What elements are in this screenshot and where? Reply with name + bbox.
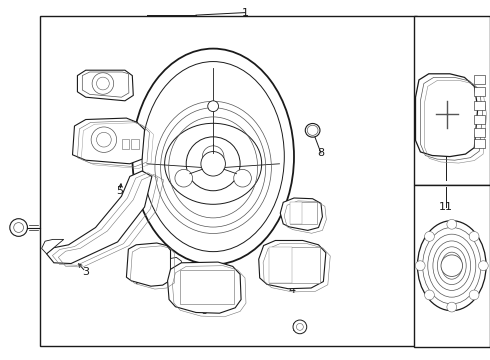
Circle shape [92,73,114,94]
Circle shape [97,132,111,147]
Ellipse shape [142,62,284,252]
Bar [414,185,490,347]
Ellipse shape [307,125,318,135]
Polygon shape [168,262,241,313]
Circle shape [447,219,457,229]
Circle shape [186,137,240,191]
Text: 11: 11 [439,202,453,212]
Bar [474,139,485,148]
Circle shape [469,290,479,300]
Bar [131,139,139,149]
Ellipse shape [417,221,486,311]
Polygon shape [42,239,64,254]
Polygon shape [259,240,326,289]
Circle shape [202,146,224,167]
Circle shape [424,231,434,241]
Circle shape [416,261,425,271]
Circle shape [201,152,225,176]
Ellipse shape [132,49,294,265]
Bar [122,139,129,149]
Text: 7: 7 [133,276,140,286]
Ellipse shape [165,123,262,204]
Bar [269,247,292,283]
Bar [474,87,485,96]
Circle shape [424,290,434,300]
Bar [474,128,485,137]
Circle shape [296,323,303,330]
Polygon shape [82,72,129,97]
Bar [269,247,320,283]
Polygon shape [73,118,145,164]
Ellipse shape [305,123,320,137]
Text: 12: 12 [292,323,306,333]
Circle shape [293,320,307,334]
Text: 3: 3 [82,267,89,277]
Text: 8: 8 [318,148,324,158]
Circle shape [441,255,463,276]
Bar [474,101,485,110]
Polygon shape [416,74,478,157]
Text: 2: 2 [10,225,17,235]
Circle shape [91,127,117,152]
Circle shape [234,170,251,187]
Circle shape [478,261,488,271]
Text: 9: 9 [310,213,317,223]
Circle shape [97,77,109,90]
Polygon shape [171,257,182,274]
Circle shape [10,219,27,236]
Text: 4: 4 [288,285,295,295]
Bar [474,75,485,84]
Polygon shape [280,198,322,230]
Ellipse shape [208,101,219,112]
Circle shape [447,302,457,312]
Bar [414,16,490,185]
Text: 1: 1 [242,8,248,18]
Polygon shape [126,243,171,286]
Bar [180,270,234,304]
Circle shape [175,170,193,187]
Text: 5: 5 [117,186,123,196]
Circle shape [14,222,24,233]
Bar [40,16,416,346]
Text: 10: 10 [103,76,117,86]
Bar [474,115,485,124]
Polygon shape [77,70,133,101]
Circle shape [469,231,479,241]
Bar [290,202,302,224]
Polygon shape [47,171,152,264]
Text: 6: 6 [200,306,207,316]
Bar [290,202,317,224]
